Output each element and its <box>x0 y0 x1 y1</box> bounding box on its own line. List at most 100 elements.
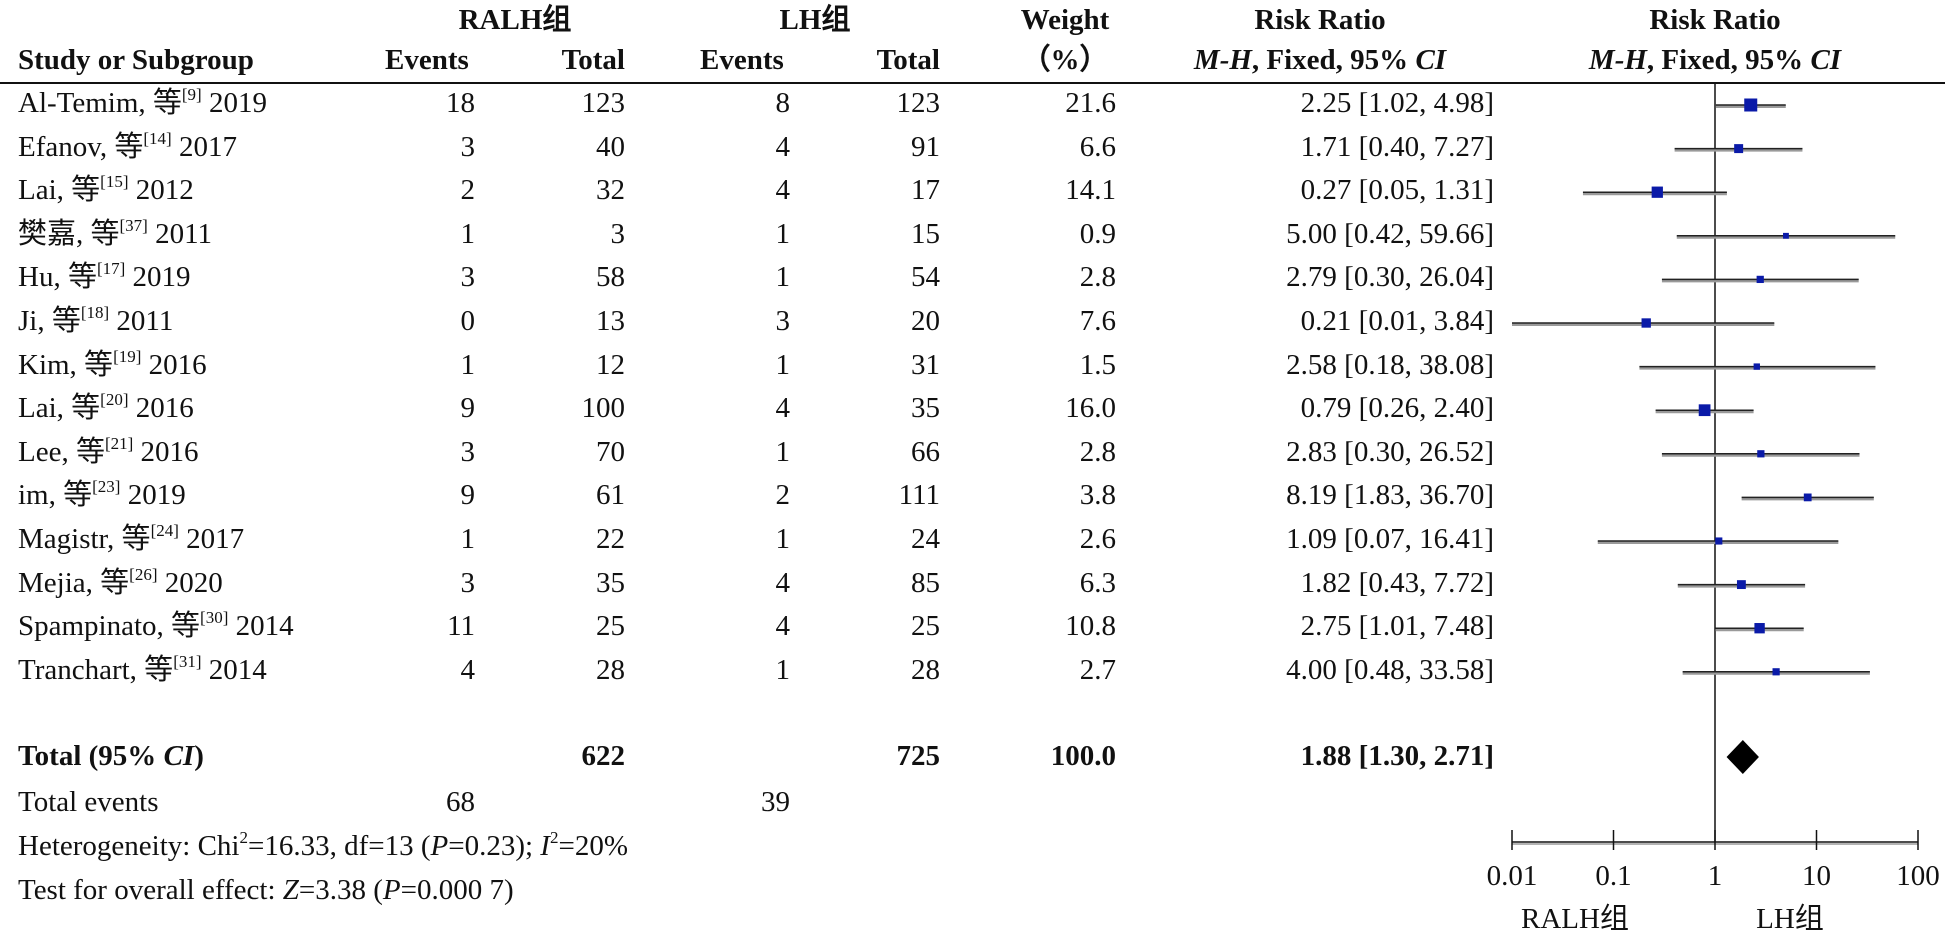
total-ralh: 40 <box>596 130 625 163</box>
study-name: Mejia, 等[26] 2020 <box>18 566 378 599</box>
events-lh: 2 <box>775 479 791 512</box>
events-ralh: 11 <box>447 610 475 643</box>
pooled-estimate-diamond <box>1726 740 1759 774</box>
total-ralh: 25 <box>596 610 625 643</box>
rr-method-header: M-H, Fixed, 95% CI <box>1193 44 1447 76</box>
weight: 2.8 <box>1079 435 1116 468</box>
events2-header: Events <box>700 44 784 76</box>
study-author: Al-Temim, 等 <box>18 87 182 119</box>
risk-ratio-ci: 0.21 [0.01, 3.84] <box>1300 305 1494 337</box>
study-year: 2017 <box>186 523 245 555</box>
axis-left-group-label: RALH组 <box>1521 903 1629 935</box>
weight: 2.8 <box>1079 261 1116 294</box>
study-author: Kim, 等 <box>18 348 114 381</box>
study-name: Efanov, 等[14] 2017 <box>18 130 378 162</box>
study-year: 2016 <box>140 435 199 468</box>
events-ralh: 3 <box>460 261 476 294</box>
events-ralh: 3 <box>460 130 476 163</box>
point-estimate-box <box>1744 98 1758 112</box>
study-name: Lee, 等[21] 2016 <box>18 435 378 468</box>
point-estimate-box <box>1772 668 1780 676</box>
x-tick-label: 0.1 <box>1595 860 1632 892</box>
point-estimate-box <box>1783 232 1789 239</box>
study-year: 2020 <box>164 566 223 599</box>
total-ralh: 123 <box>581 87 626 119</box>
risk-ratio-ci: 1.71 [0.40, 7.27] <box>1300 130 1494 163</box>
total-events-lh: 39 <box>761 786 790 818</box>
total-ralh: 12 <box>596 348 625 381</box>
study-name: Lai, 等[15] 2012 <box>18 173 378 207</box>
study-reference: [37] <box>119 215 148 235</box>
x-tick-label: 10 <box>1802 860 1831 892</box>
total-lh: 20 <box>911 305 940 337</box>
total2-header: Total <box>876 44 940 76</box>
risk-ratio-ci: 0.27 [0.05, 1.31] <box>1300 174 1494 207</box>
events-lh: 3 <box>775 305 791 337</box>
point-estimate-box <box>1715 537 1723 545</box>
point-estimate-box <box>1757 450 1765 458</box>
risk-ratio-ci: 2.83 [0.30, 26.52] <box>1286 435 1494 468</box>
total-ralh: 58 <box>596 261 625 294</box>
group2-header: LH组 <box>779 4 851 36</box>
x-tick-label: 0.01 <box>1486 860 1538 892</box>
events-ralh: 2 <box>460 174 476 207</box>
study-year: 2019 <box>132 261 191 294</box>
study-year: 2016 <box>148 348 207 381</box>
total-lh: 15 <box>911 217 940 250</box>
study-name: Magistr, 等[24] 2017 <box>18 522 378 555</box>
study-author: Tranchart, 等 <box>18 653 174 686</box>
total-ralh: 3 <box>610 217 626 250</box>
risk-ratio-ci: 1.82 [0.43, 7.72] <box>1300 566 1494 599</box>
study-author: Magistr, 等 <box>18 523 151 555</box>
total-weight: 100.0 <box>1050 740 1116 772</box>
study-reference: [19] <box>113 346 142 366</box>
weight: 16.0 <box>1065 392 1116 425</box>
point-estimate-box <box>1651 186 1663 198</box>
study-reference: [24] <box>150 521 179 540</box>
events-lh: 4 <box>775 610 791 643</box>
study-year: 2012 <box>135 174 194 207</box>
total-lh: 24 <box>911 523 940 555</box>
events-lh: 1 <box>775 523 791 555</box>
study-author: Hu, 等 <box>18 261 97 294</box>
study-column-header: Study or Subgroup <box>18 44 254 76</box>
total-ralh: 70 <box>596 435 625 468</box>
total1-header: Total <box>561 44 625 76</box>
study-year: 2014 <box>208 653 267 686</box>
events-lh: 1 <box>775 261 791 294</box>
study-author: Lee, 等 <box>18 435 105 468</box>
study-year: 2011 <box>116 305 174 337</box>
weight: 2.6 <box>1079 523 1116 555</box>
weight: 6.3 <box>1079 566 1116 599</box>
point-estimate-box <box>1641 318 1651 328</box>
study-author: Lai, 等 <box>18 174 101 207</box>
events-lh: 1 <box>775 217 791 250</box>
total-lh: 91 <box>911 130 940 163</box>
events-ralh: 3 <box>460 435 476 468</box>
events-ralh: 18 <box>446 87 475 119</box>
study-reference: [14] <box>143 128 172 148</box>
weight: 7.6 <box>1079 305 1116 337</box>
weight: 2.7 <box>1079 653 1116 686</box>
x-tick-label: 1 <box>1707 860 1723 892</box>
point-estimate-box <box>1756 275 1764 284</box>
risk-ratio-ci: 2.79 [0.30, 26.04] <box>1286 261 1494 294</box>
total-lh: 54 <box>911 261 940 294</box>
study-name: Hu, 等[17] 2019 <box>18 260 378 294</box>
study-reference: [26] <box>129 564 158 584</box>
heterogeneity-text: Heterogeneity: Chi2=16.33, df=13 (P=0.23… <box>18 828 628 862</box>
events1-header: Events <box>385 44 469 76</box>
weight-unit-header: （%） <box>1021 44 1109 76</box>
total-ci: 1.88 [1.30, 2.71] <box>1300 740 1494 772</box>
total-ralh: 61 <box>596 479 625 512</box>
risk-ratio-ci: 1.09 [0.07, 16.41] <box>1286 523 1494 555</box>
events-lh: 4 <box>775 130 791 163</box>
header-divider <box>0 82 1945 84</box>
events-lh: 8 <box>775 87 791 119</box>
study-reference: [17] <box>96 259 126 279</box>
events-ralh: 1 <box>460 217 476 250</box>
events-lh: 4 <box>775 566 791 599</box>
events-ralh: 0 <box>460 305 476 337</box>
total-events-label: Total events <box>18 786 159 818</box>
events-ralh: 3 <box>460 566 476 599</box>
